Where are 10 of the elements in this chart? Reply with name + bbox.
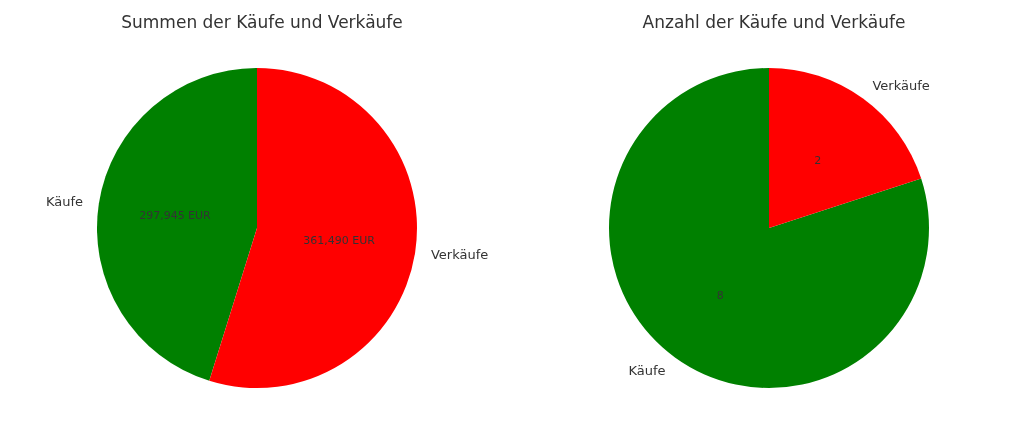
chart-title: Summen der Käufe und Verkäufe [121, 11, 403, 32]
data-label: 361,490 EUR [303, 234, 376, 248]
data-label: 297,945 EUR [139, 208, 212, 222]
slice-label: Verkäufe [430, 247, 489, 263]
chart-title: Anzahl der Käufe und Verkäufe [642, 11, 906, 32]
data-label: 2 [814, 154, 822, 168]
slice-label: Käufe [45, 193, 84, 209]
data-label: 8 [716, 288, 724, 302]
slice-label: Verkäufe [872, 78, 930, 94]
slice-label: Käufe [628, 362, 666, 378]
